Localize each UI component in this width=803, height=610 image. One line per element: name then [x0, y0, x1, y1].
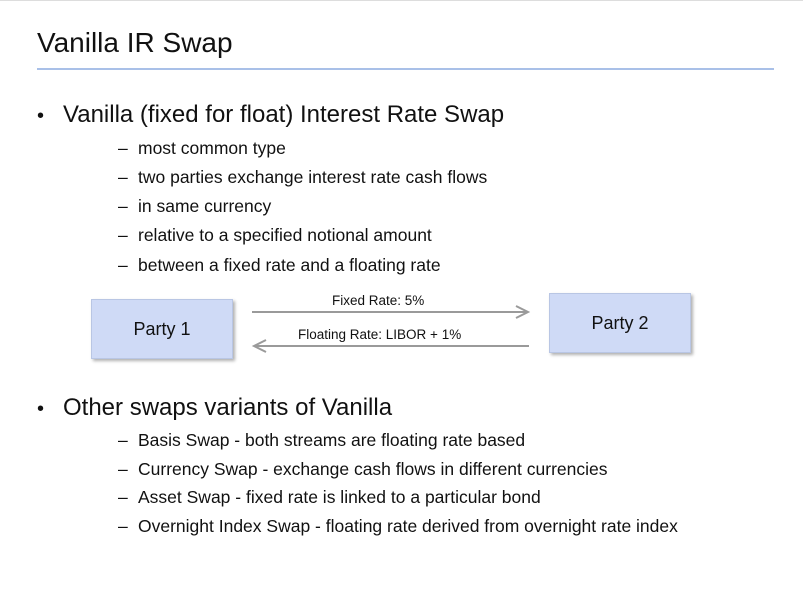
- bullet-heading: Vanilla (fixed for float) Interest Rate …: [63, 101, 505, 128]
- dash-icon: –: [118, 138, 128, 158]
- sub-item-text: Asset Swap - fixed rate is linked to a p…: [138, 487, 541, 507]
- sub-item: – between a fixed rate and a floating ra…: [118, 255, 441, 276]
- sub-item-text: between a fixed rate and a floating rate: [138, 255, 441, 275]
- sub-item: – in same currency: [118, 196, 271, 217]
- bullet-vanilla-swap: • Vanilla (fixed for float) Interest Rat…: [37, 101, 504, 129]
- sub-item: – two parties exchange interest rate cas…: [118, 167, 487, 188]
- dash-icon: –: [118, 225, 128, 245]
- sub-item-text: in same currency: [138, 196, 272, 216]
- dash-icon: –: [118, 196, 128, 216]
- bullet-heading: Other swaps variants of Vanilla: [63, 394, 393, 421]
- sub-item: – Asset Swap - fixed rate is linked to a…: [118, 487, 541, 508]
- bullet-icon: •: [37, 398, 45, 420]
- fixed-rate-arrow-icon: [252, 305, 531, 319]
- title-underline: [37, 68, 774, 70]
- sub-item: – Currency Swap - exchange cash flows in…: [118, 459, 607, 480]
- sub-item-text: two parties exchange interest rate cash …: [138, 167, 488, 187]
- slide-title: Vanilla IR Swap: [37, 27, 233, 58]
- dash-icon: –: [118, 487, 128, 507]
- sub-item-text: Overnight Index Swap - floating rate der…: [138, 516, 678, 536]
- dash-icon: –: [118, 516, 128, 536]
- bullet-icon: •: [37, 105, 45, 127]
- floating-rate-arrow-icon: [251, 339, 529, 353]
- sub-item-text: most common type: [138, 138, 286, 158]
- dash-icon: –: [118, 255, 128, 275]
- party-2-box: Party 2: [549, 293, 691, 353]
- fixed-rate-label: Fixed Rate: 5%: [332, 293, 425, 308]
- sub-item-text: Basis Swap - both streams are floating r…: [138, 430, 526, 450]
- dash-icon: –: [118, 459, 128, 479]
- sub-item: – Overnight Index Swap - floating rate d…: [118, 516, 678, 537]
- sub-item: – relative to a specified notional amoun…: [118, 225, 432, 246]
- dash-icon: –: [118, 430, 128, 450]
- sub-item: – Basis Swap - both streams are floating…: [118, 430, 525, 451]
- dash-icon: –: [118, 167, 128, 187]
- sub-item-text: relative to a specified notional amount: [138, 225, 432, 245]
- party-1-box: Party 1: [91, 299, 233, 359]
- sub-item: – most common type: [118, 138, 286, 159]
- bullet-other-variants: • Other swaps variants of Vanilla: [37, 394, 392, 422]
- floating-rate-label: Floating Rate: LIBOR + 1%: [298, 327, 462, 342]
- sub-item-text: Currency Swap - exchange cash flows in d…: [138, 459, 608, 479]
